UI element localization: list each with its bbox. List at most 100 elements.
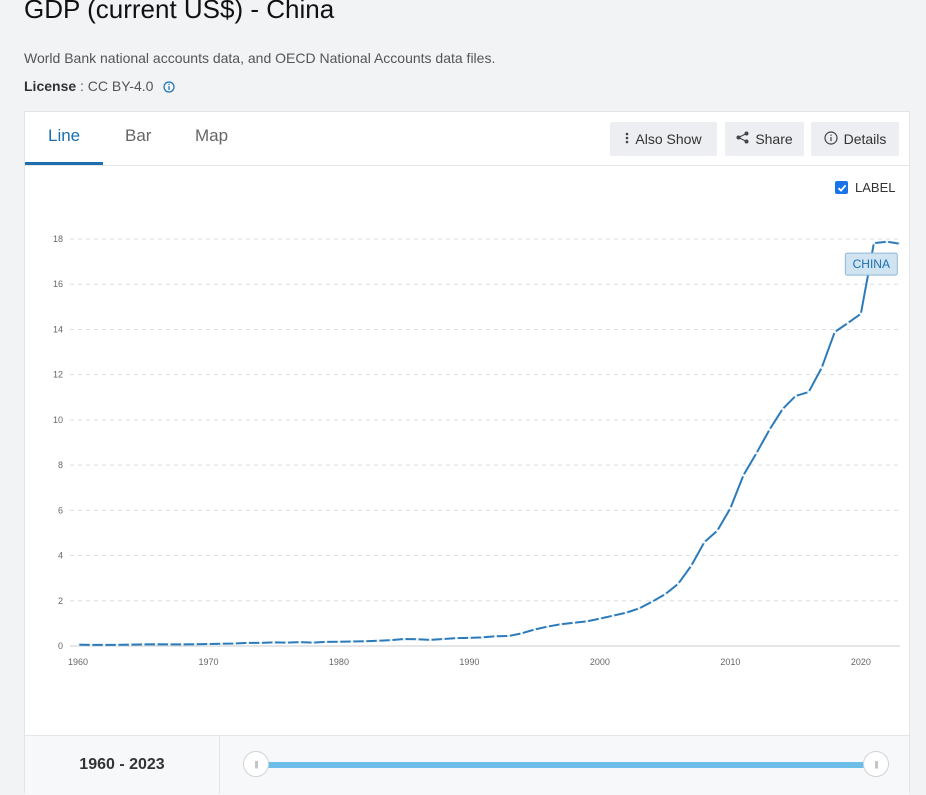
- data-point: [76, 643, 80, 647]
- y-tick-label: 14: [53, 324, 63, 334]
- data-point: [415, 637, 419, 641]
- data-point: [376, 639, 380, 643]
- data-point: [898, 242, 902, 246]
- data-point: [220, 642, 223, 646]
- data-point: [715, 529, 719, 533]
- share-icon: [736, 131, 749, 147]
- data-point: [846, 321, 850, 325]
- data-point: [89, 643, 93, 647]
- chart-tabs: Line Bar Map Also Show Share Details: [25, 112, 909, 166]
- data-point: [454, 636, 458, 640]
- data-point: [167, 643, 171, 646]
- data-point: [350, 640, 354, 643]
- data-point: [728, 506, 732, 510]
- details-label: Details: [843, 131, 887, 147]
- series-label-box: [844, 252, 898, 276]
- data-point: [233, 642, 236, 645]
- info-icon[interactable]: [163, 80, 175, 96]
- x-tick-label: 1980: [329, 657, 349, 667]
- data-point: [102, 643, 106, 647]
- data-point: [324, 640, 328, 644]
- data-point: [702, 540, 706, 544]
- data-point: [311, 641, 315, 645]
- y-tick-label: 0: [58, 641, 63, 651]
- data-point: [285, 641, 289, 645]
- y-tick-label: 8: [58, 460, 63, 470]
- license-line: License : CC BY-4.0: [24, 78, 175, 96]
- x-tick-label: 1960: [68, 657, 88, 667]
- data-point: [546, 625, 550, 628]
- data-point: [259, 641, 263, 645]
- details-button[interactable]: Details: [811, 122, 899, 156]
- data-point: [611, 614, 615, 618]
- data-point: [520, 631, 524, 635]
- data-point: [859, 312, 863, 316]
- data-point: [598, 617, 602, 621]
- data-point: [141, 643, 145, 646]
- data-point: [781, 407, 784, 411]
- share-label: Share: [755, 131, 793, 147]
- x-tick-label: 2000: [590, 657, 610, 667]
- data-point: [885, 240, 889, 244]
- y-tick-label: 12: [53, 370, 63, 380]
- share-button[interactable]: Share: [725, 122, 804, 156]
- y-tick-label: 16: [53, 279, 63, 289]
- range-bar: 1960 - 2023 ||| |||: [25, 735, 909, 795]
- tab-bar[interactable]: Bar: [125, 126, 152, 145]
- x-tick-label: 1990: [459, 657, 479, 667]
- series-label-text: CHINA: [853, 257, 890, 271]
- label-toggle[interactable]: LABEL: [835, 180, 895, 195]
- y-tick-label: 18: [53, 234, 63, 244]
- label-toggle-text: LABEL: [855, 180, 896, 195]
- active-tab-indicator: [25, 162, 103, 165]
- data-point: [128, 643, 132, 647]
- series-line-china: [77, 240, 901, 646]
- data-point: [637, 607, 641, 610]
- data-point: [494, 634, 497, 638]
- data-point: [663, 592, 667, 596]
- data-point: [441, 637, 445, 641]
- data-point: [402, 637, 406, 641]
- data-point: [624, 611, 628, 615]
- data-point: [389, 638, 393, 642]
- tab-map[interactable]: Map: [195, 126, 229, 145]
- range-slider-track[interactable]: [265, 762, 875, 768]
- source-text: World Bank national accounts data, and O…: [24, 50, 496, 66]
- data-point: [768, 428, 771, 432]
- tab-line[interactable]: Line: [48, 126, 81, 145]
- data-point: [572, 621, 576, 625]
- license-label: License: [24, 78, 77, 94]
- data-point: [833, 330, 837, 334]
- range-slider-end-handle[interactable]: |||: [863, 751, 889, 777]
- data-point: [533, 628, 537, 631]
- range-label: 1960 - 2023: [25, 736, 220, 794]
- data-point: [676, 582, 680, 586]
- x-tick-label: 2010: [720, 657, 740, 667]
- data-point: [207, 642, 210, 646]
- data-point: [246, 641, 250, 645]
- data-point: [794, 394, 798, 398]
- data-point: [272, 640, 276, 644]
- y-tick-label: 6: [58, 505, 63, 515]
- data-point: [298, 640, 302, 644]
- label-checkbox[interactable]: [835, 181, 848, 194]
- data-point: [585, 619, 589, 623]
- data-point: [481, 636, 484, 639]
- data-point: [650, 600, 654, 604]
- data-point: [363, 639, 367, 643]
- data-point: [689, 564, 693, 568]
- range-slider-start-handle[interactable]: |||: [243, 751, 269, 777]
- data-point: [428, 638, 432, 642]
- also-show-button[interactable]: Also Show: [610, 122, 717, 156]
- also-show-label: Also Show: [635, 131, 702, 147]
- data-point: [507, 634, 510, 638]
- data-point: [559, 622, 563, 626]
- data-point: [154, 642, 158, 646]
- data-point: [194, 642, 197, 646]
- y-tick-label: 4: [58, 551, 63, 561]
- license-value: : CC BY-4.0: [76, 78, 154, 94]
- x-tick-label: 1970: [198, 657, 218, 667]
- x-tick-label: 2020: [851, 657, 871, 667]
- data-point: [742, 473, 745, 477]
- data-point: [180, 643, 184, 646]
